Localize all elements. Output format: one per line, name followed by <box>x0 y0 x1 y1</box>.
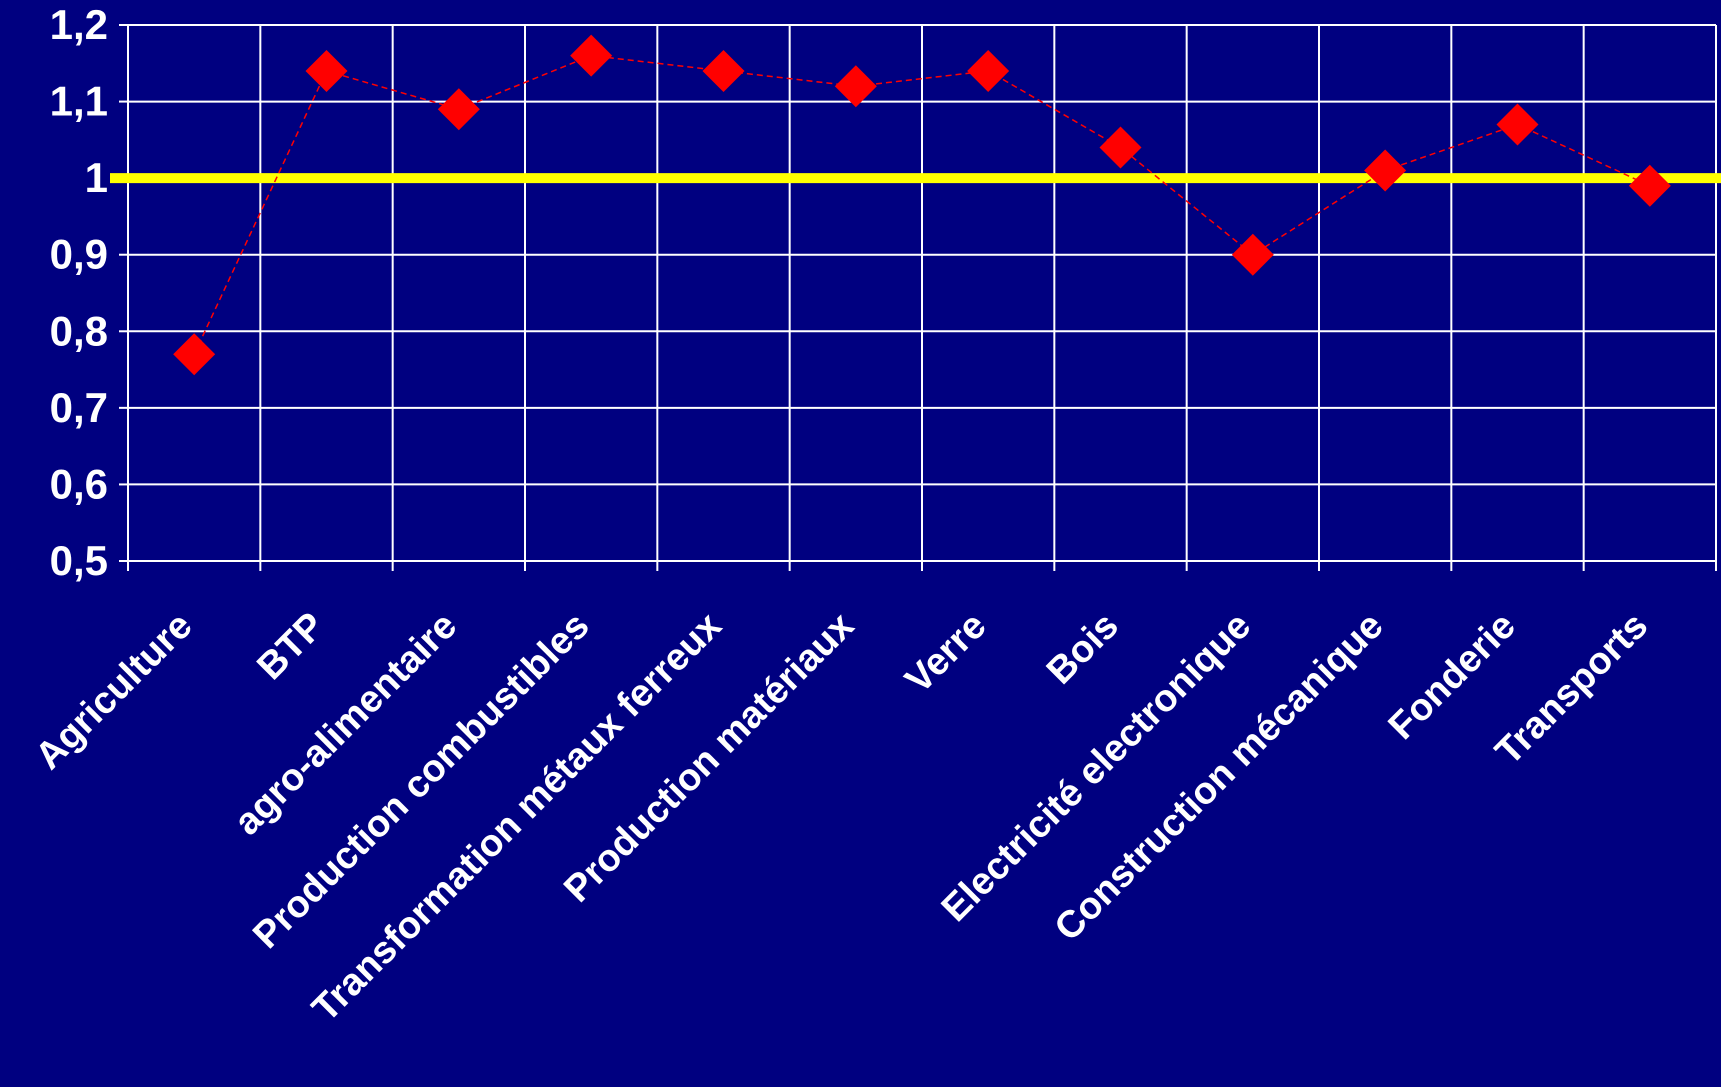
data-point-diamond <box>1628 164 1671 207</box>
y-tick-label: 1,1 <box>50 78 108 125</box>
y-tick-label: 0,5 <box>50 537 108 584</box>
series-group <box>173 34 1671 376</box>
x-category-label: Verre <box>898 605 995 702</box>
data-point-diamond <box>173 333 216 376</box>
data-point-diamond <box>305 49 348 92</box>
y-tick-label: 0,6 <box>50 460 108 507</box>
data-point-diamond <box>967 49 1010 92</box>
y-tick-label: 0,8 <box>50 307 108 354</box>
data-point-diamond <box>1231 233 1274 276</box>
data-point-diamond <box>1099 126 1142 169</box>
data-point-diamond <box>437 88 480 131</box>
data-point-diamond <box>702 49 745 92</box>
y-tick-label: 1,2 <box>50 1 108 48</box>
x-category-label: BTP <box>249 605 332 688</box>
data-point-diamond <box>1364 149 1407 192</box>
axes <box>119 24 1717 571</box>
x-category-label: Agriculture <box>27 605 200 778</box>
x-category-label: agro-alimentaire <box>226 605 465 844</box>
y-tick-label: 0,7 <box>50 384 108 431</box>
grid-lines <box>127 24 1717 562</box>
data-point-diamond <box>570 34 613 77</box>
x-category-label: Fonderie <box>1381 605 1524 748</box>
x-category-labels: Agriculture BTPagro-alimentaireProduction… <box>27 605 1656 1030</box>
y-tick-label: 0,9 <box>50 231 108 278</box>
data-point-diamond <box>834 65 877 108</box>
y-tick-labels: 0,5 0,6 0,7 0,8 0,9 1 1,1 1,2 <box>50 1 108 584</box>
x-category-label: Bois <box>1039 605 1127 693</box>
data-point-diamond <box>1496 103 1539 146</box>
y-tick-label: 1 <box>85 154 108 201</box>
